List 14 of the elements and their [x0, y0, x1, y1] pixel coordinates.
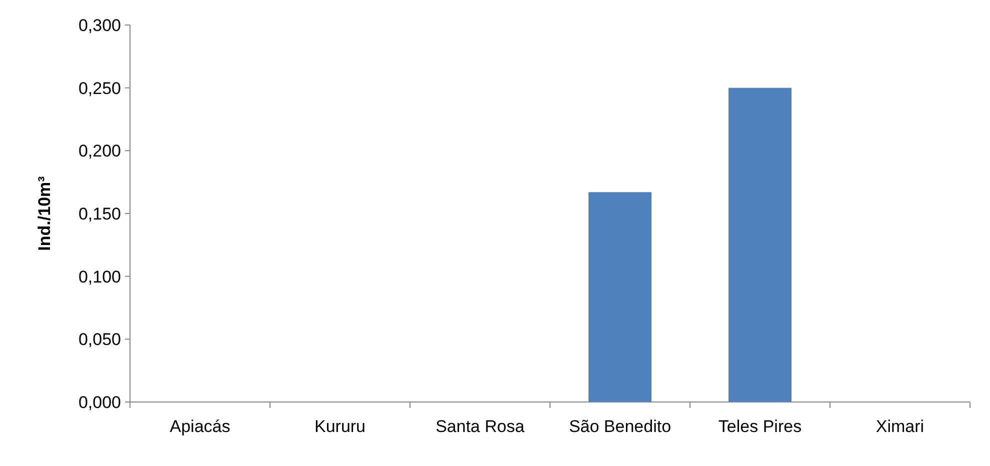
x-tick-label: Santa Rosa: [436, 417, 525, 436]
x-tick-label: Ximari: [876, 417, 924, 436]
y-tick-label: 0,250: [78, 78, 121, 98]
y-axis-title: Ind./10m³: [35, 176, 54, 251]
x-tick-label: São Benedito: [568, 417, 672, 436]
y-tick-label: 0,150: [78, 204, 121, 224]
x-tick-label: Teles Pires: [718, 417, 802, 436]
x-tick-label: Kururu: [314, 417, 366, 436]
y-tick-label: 0,050: [78, 330, 121, 350]
y-tick-label: 0,300: [78, 16, 121, 35]
x-tick-label: Apiacás: [170, 417, 230, 436]
y-tick-label: 0,200: [78, 142, 121, 161]
y-tick-label: 0,100: [78, 267, 121, 286]
y-tick-label: 0,000: [78, 392, 121, 412]
